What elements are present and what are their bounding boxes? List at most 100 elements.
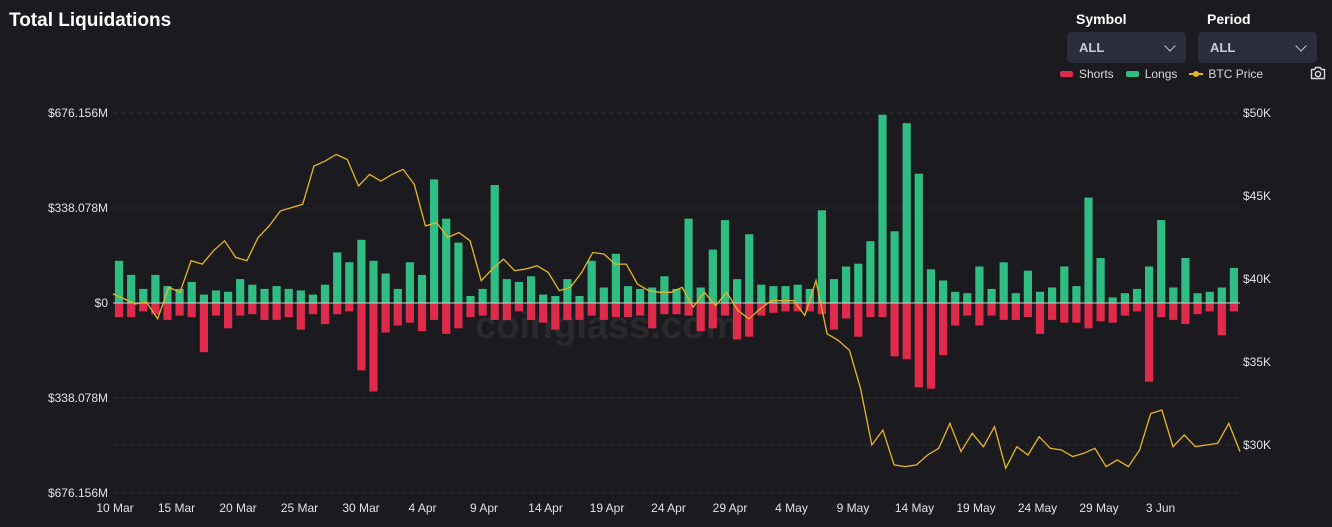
long-bar bbox=[551, 296, 560, 303]
symbol-select[interactable]: ALL bbox=[1067, 32, 1186, 63]
short-bar bbox=[684, 303, 693, 316]
long-bar bbox=[502, 279, 511, 303]
short-bar bbox=[308, 303, 317, 315]
long-bar bbox=[636, 288, 645, 303]
legend-item-price[interactable]: BTC Price bbox=[1189, 67, 1263, 81]
chart-legend: Shorts Longs BTC Price bbox=[1060, 67, 1275, 81]
short-bar bbox=[793, 303, 802, 312]
long-bar bbox=[745, 234, 754, 303]
short-bar bbox=[757, 303, 766, 316]
long-bar bbox=[272, 286, 281, 303]
long-bar bbox=[1145, 266, 1154, 303]
long-bar bbox=[284, 288, 293, 303]
long-bar bbox=[878, 114, 887, 303]
shorts-bars bbox=[114, 303, 1238, 392]
long-bar bbox=[454, 242, 463, 303]
y-right-tick-label: $45K bbox=[1243, 189, 1271, 203]
legend-label-price: BTC Price bbox=[1208, 67, 1264, 81]
short-bar bbox=[430, 303, 439, 320]
y-left-tick-label: $338.078M bbox=[48, 391, 108, 405]
short-bar bbox=[393, 303, 402, 326]
long-bar bbox=[1048, 287, 1057, 303]
short-bar bbox=[248, 303, 257, 315]
short-bar bbox=[1023, 303, 1032, 318]
short-bar bbox=[272, 303, 281, 320]
short-bar bbox=[951, 303, 960, 326]
short-bar bbox=[163, 303, 172, 320]
long-bar bbox=[999, 262, 1008, 303]
short-bar bbox=[1108, 303, 1117, 323]
long-bar bbox=[1120, 293, 1129, 303]
short-bar bbox=[1169, 303, 1178, 320]
long-bar bbox=[563, 279, 572, 303]
short-bar bbox=[114, 303, 124, 318]
long-bar bbox=[1108, 297, 1117, 303]
period-select[interactable]: ALL bbox=[1198, 32, 1317, 63]
long-bar bbox=[1035, 291, 1045, 303]
short-bar bbox=[514, 303, 523, 312]
short-bar bbox=[575, 303, 584, 320]
long-bar bbox=[1096, 258, 1105, 303]
short-bar bbox=[320, 303, 330, 325]
long-bar bbox=[648, 287, 657, 303]
x-tick-label: 30 Mar bbox=[342, 501, 379, 515]
short-bar bbox=[527, 303, 536, 320]
x-axis: 10 Mar 15 Mar 20 Mar 25 Mar 30 Mar 4 Apr 9 Apr… bbox=[96, 501, 1175, 515]
short-bar bbox=[478, 303, 487, 316]
short-bar bbox=[1217, 303, 1226, 336]
long-bar bbox=[405, 262, 414, 303]
short-bar bbox=[417, 303, 427, 332]
short-bar bbox=[1011, 303, 1020, 320]
short-bar bbox=[1060, 303, 1069, 323]
page-title: Total Liquidations bbox=[9, 10, 172, 31]
x-tick-label: 20 Mar bbox=[219, 501, 256, 515]
legend-item-shorts[interactable]: Shorts bbox=[1060, 67, 1114, 81]
short-bar bbox=[1145, 303, 1154, 382]
short-bar bbox=[878, 303, 887, 318]
short-bar bbox=[587, 303, 596, 316]
long-bar bbox=[611, 253, 620, 303]
long-bar bbox=[442, 218, 451, 303]
short-bar bbox=[696, 303, 705, 332]
long-bar bbox=[260, 288, 269, 303]
long-bar bbox=[1193, 293, 1202, 303]
long-bar bbox=[975, 266, 984, 303]
long-bar bbox=[490, 185, 499, 303]
short-bar bbox=[975, 303, 984, 326]
short-bar bbox=[733, 303, 742, 340]
long-bar bbox=[417, 274, 427, 303]
long-bar bbox=[187, 281, 196, 303]
short-bar bbox=[866, 303, 875, 318]
legend-label-longs: Longs bbox=[1144, 67, 1178, 81]
long-bar bbox=[175, 288, 184, 303]
long-bar bbox=[829, 279, 839, 303]
price-swatch bbox=[1189, 70, 1204, 78]
long-bar bbox=[296, 290, 305, 303]
long-bar bbox=[1060, 266, 1069, 303]
long-bar bbox=[224, 291, 233, 303]
short-bar bbox=[199, 303, 208, 353]
short-bar bbox=[745, 303, 754, 337]
long-bar bbox=[308, 294, 317, 303]
x-tick-label: 29 Apr bbox=[713, 501, 748, 515]
short-bar bbox=[672, 303, 681, 315]
long-bar bbox=[466, 296, 475, 303]
short-bar bbox=[175, 303, 184, 316]
long-bar bbox=[684, 218, 693, 303]
long-bar bbox=[720, 220, 730, 303]
short-bar bbox=[551, 303, 560, 330]
short-bar bbox=[284, 303, 293, 318]
short-bar bbox=[708, 303, 717, 329]
long-bar bbox=[1169, 287, 1178, 303]
short-bar bbox=[926, 303, 936, 389]
short-bar bbox=[296, 303, 305, 330]
x-tick-label: 19 Apr bbox=[590, 501, 625, 515]
legend-item-longs[interactable]: Longs bbox=[1125, 67, 1178, 81]
long-bar bbox=[987, 288, 996, 303]
short-bar bbox=[405, 303, 414, 323]
long-bar bbox=[708, 249, 717, 303]
y-axis-left: $676.156M $338.078M $0 $338.078M $676.156M bbox=[48, 106, 108, 500]
long-bar bbox=[199, 294, 208, 303]
camera-icon[interactable] bbox=[1310, 66, 1326, 80]
short-bar bbox=[963, 303, 972, 316]
